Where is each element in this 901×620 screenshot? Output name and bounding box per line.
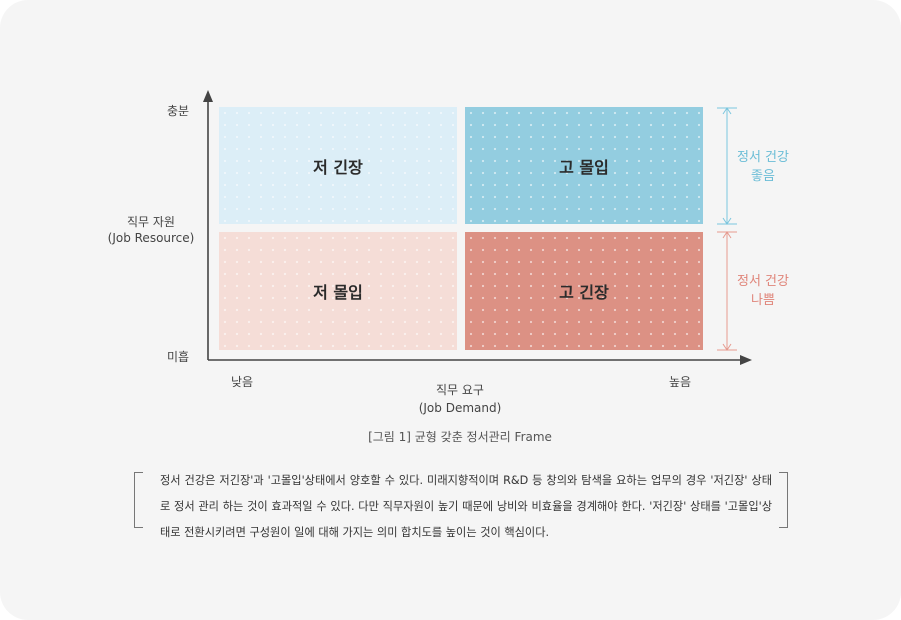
y-axis-arrow (203, 90, 213, 102)
x-axis-title-line1: 직무 요구 (436, 383, 484, 397)
health-good-label: 정서 건강 좋음 (732, 148, 794, 186)
right-bracket (779, 472, 788, 528)
health-good-line1: 정서 건강 (737, 150, 789, 165)
health-bad-label: 정서 건강 나쁨 (732, 272, 794, 310)
quadrant-high-engagement: 고 몰입 (465, 107, 703, 224)
description-paragraph: 정서 건강은 저긴장'과 '고몰입'상태에서 양호할 수 있다. 미래지향적이며… (160, 474, 772, 539)
health-bad-line2: 나쁨 (751, 293, 775, 308)
x-axis-left-label: 낮음 (230, 375, 254, 389)
x-axis-title: 직무 요구 (Job Demand) (390, 381, 530, 417)
health-good-line2: 좋음 (751, 169, 775, 184)
good-range-marker (717, 107, 737, 225)
y-axis-top-label: 충분 (166, 104, 190, 118)
y-axis-bottom-label: 미흡 (166, 350, 190, 364)
y-axis-title-line2: (Job Resource) (107, 231, 195, 245)
y-axis-title-line1: 직무 자원 (127, 215, 175, 229)
quadrant-high-strain: 고 긴장 (465, 232, 703, 350)
figure-caption: [그림 1] 균형 갖춘 정서관리 Frame (368, 430, 552, 444)
x-axis-right-label: 높음 (668, 375, 692, 389)
health-bad-line1: 정서 건강 (737, 274, 789, 289)
y-axis-title: 직무 자원 (Job Resource) (96, 214, 206, 246)
quadrant-low-strain: 저 긴장 (219, 107, 457, 224)
quadrant-low-engagement: 저 몰입 (219, 232, 457, 350)
bad-range-marker (717, 231, 737, 351)
left-bracket (134, 472, 143, 528)
x-axis-arrow (740, 355, 752, 365)
x-axis-title-line2: (Job Demand) (418, 401, 502, 415)
